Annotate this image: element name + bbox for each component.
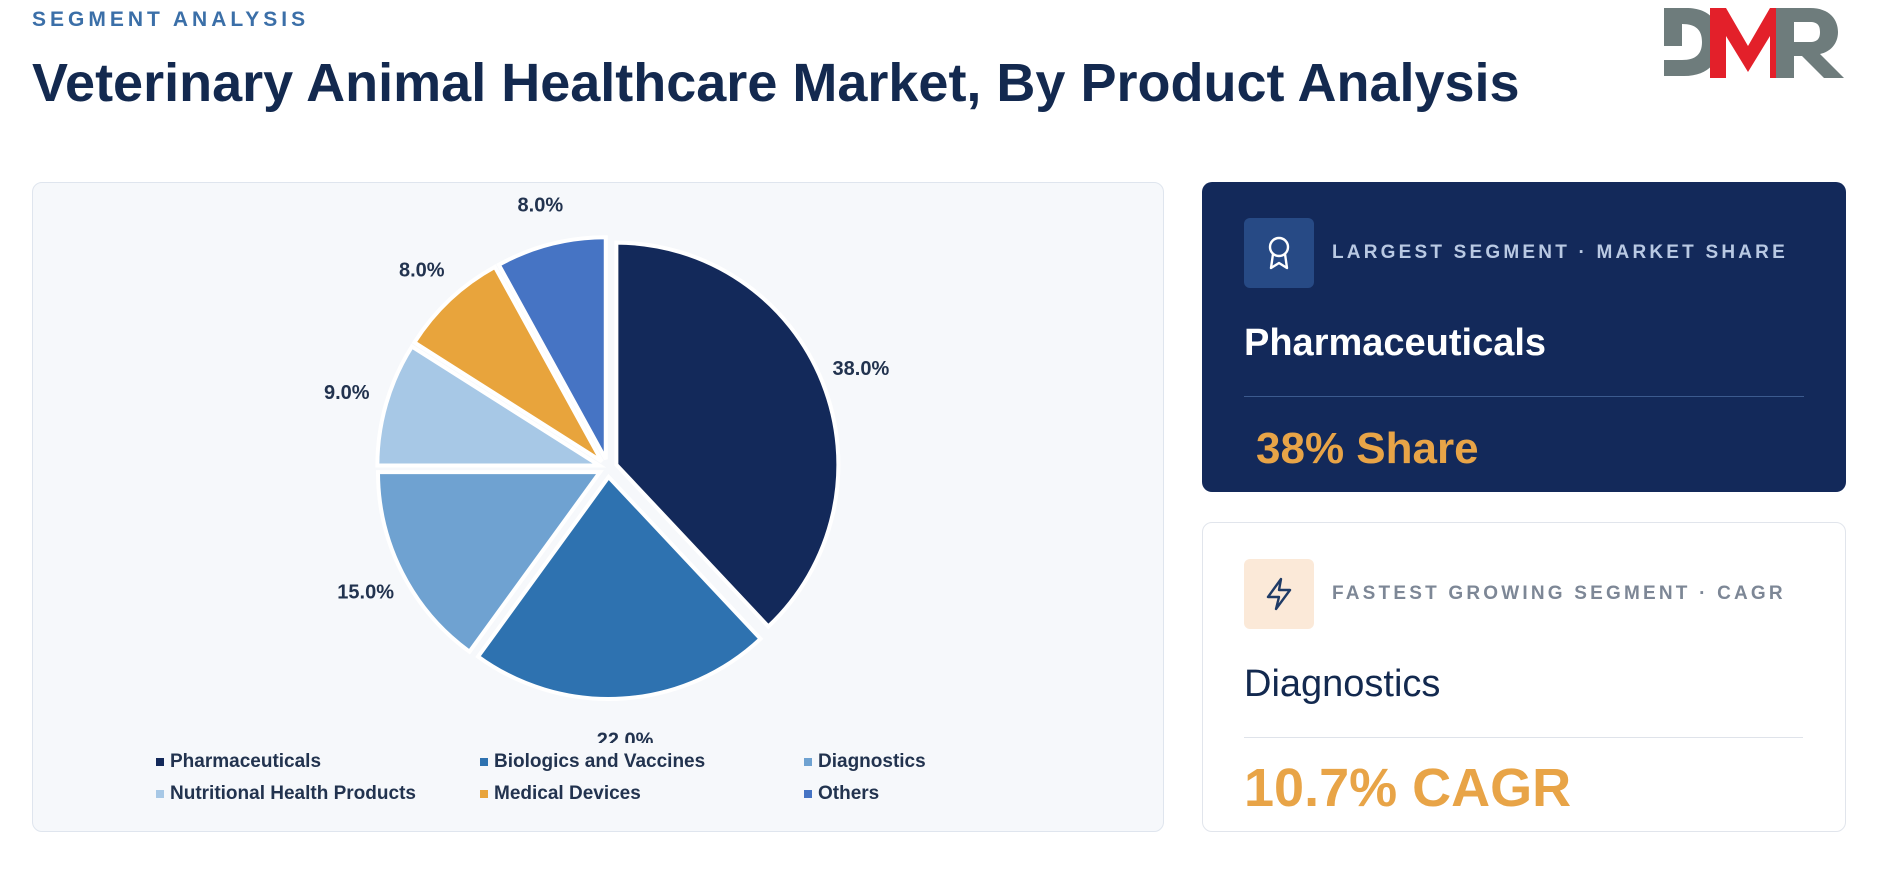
legend-item-pharmaceuticals: Pharmaceuticals: [156, 751, 480, 773]
legend-item-biologics: Biologics and Vaccines: [480, 751, 804, 773]
pie-slice-biologics-and-vaccines: [475, 473, 764, 701]
pie-data-label: 8.0%: [399, 260, 445, 282]
legend-swatch: [804, 790, 812, 798]
legend-swatch: [804, 758, 812, 766]
dmr-logo: [1664, 8, 1844, 78]
legend-item-diagnostics: Diagnostics: [804, 751, 1054, 773]
largest-segment-value: 38% Share: [1256, 424, 1479, 473]
pie-chart: 38.0% 22.0% 15.0% 9.0% 8.0% 8.0%: [324, 195, 890, 743]
largest-segment-name: Pharmaceuticals: [1244, 322, 1547, 364]
legend-swatch: [480, 758, 488, 766]
fastest-segment-card: FASTEST GROWING SEGMENT · CAGR Diagnosti…: [1202, 522, 1846, 832]
pie-data-label: 8.0%: [518, 195, 564, 217]
pie-slice-nutritional-health-products: [375, 343, 607, 468]
lightning-icon: [1244, 559, 1314, 629]
pie-slice-others: [496, 235, 608, 461]
largest-segment-card: LARGEST SEGMENT · MARKET SHARE Pharmaceu…: [1202, 182, 1846, 492]
legend-item-medical-devices: Medical Devices: [480, 783, 804, 805]
chart-legend: Pharmaceuticals Biologics and Vaccines D…: [156, 751, 1056, 805]
divider: [1244, 396, 1804, 397]
largest-segment-label: LARGEST SEGMENT · MARKET SHARE: [1332, 242, 1788, 263]
section-eyebrow: SEGMENT ANALYSIS: [32, 8, 310, 31]
legend-item-others: Others: [804, 783, 1054, 805]
page-title: Veterinary Animal Healthcare Market, By …: [32, 53, 1520, 113]
pie-slice-diagnostics: [375, 470, 604, 655]
legend-item-nutritional: Nutritional Health Products: [156, 783, 480, 805]
legend-swatch: [156, 758, 164, 766]
pie-data-label: 22.0%: [597, 729, 654, 743]
chart-card: 38.0% 22.0% 15.0% 9.0% 8.0% 8.0% Pharmaceutic…: [32, 182, 1164, 832]
award-icon: [1244, 218, 1314, 288]
fastest-segment-label: FASTEST GROWING SEGMENT · CAGR: [1332, 583, 1786, 604]
divider: [1244, 737, 1803, 738]
pie-data-label: 9.0%: [324, 382, 370, 404]
fastest-segment-name: Diagnostics: [1244, 663, 1441, 705]
legend-swatch: [480, 790, 488, 798]
fastest-segment-value: 10.7% CAGR: [1244, 758, 1572, 818]
pie-data-label: 15.0%: [337, 581, 394, 603]
pie-slice-medical-devices: [411, 264, 604, 464]
legend-swatch: [156, 790, 164, 798]
pie-data-label: 38.0%: [833, 358, 890, 380]
pie-slice-pharmaceuticals: [614, 240, 841, 630]
